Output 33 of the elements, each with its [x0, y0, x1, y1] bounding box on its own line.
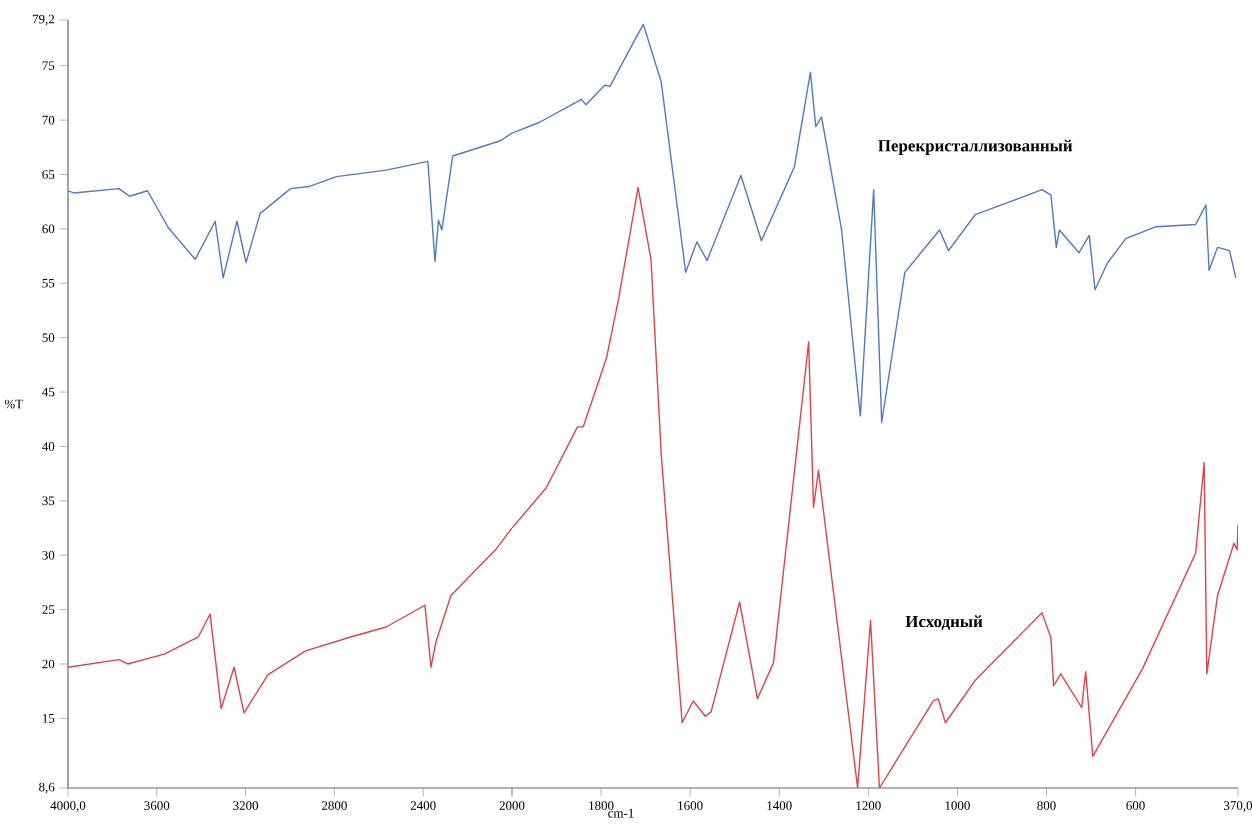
x-tick-label: 800: [1037, 801, 1056, 810]
x-tick-label: 600: [1126, 801, 1145, 810]
y-tick-label: 40: [42, 442, 55, 451]
x-tick-label: 370,0: [1224, 801, 1252, 812]
y-tick-label: 60: [42, 224, 55, 234]
x-tick-label: 1800: [589, 801, 614, 810]
y-tick-label: 75: [42, 61, 55, 70]
x-tick-label: 2000: [499, 801, 525, 810]
y-tick-label: 8,6: [39, 782, 55, 794]
y-tick-label: 55: [42, 278, 55, 288]
y-tick-label: 65: [42, 170, 55, 179]
x-axis-title: cm-1: [608, 808, 634, 818]
y-tick-label: 70: [42, 115, 55, 125]
y-tick-label: 50: [42, 333, 55, 343]
series-label: Исходный: [905, 615, 983, 630]
y-axis-title: %T: [4, 399, 23, 409]
y-tick-label: 20: [42, 659, 55, 669]
x-tick-label: 2400: [410, 801, 436, 810]
y-tick-label: 79,2: [32, 14, 55, 26]
x-tick-label: 3200: [233, 801, 259, 810]
y-tick-label: 30: [42, 550, 55, 560]
x-tick-label: 1200: [856, 801, 881, 810]
x-tick-label: 3600: [144, 801, 170, 810]
x-tick-label: 1000: [945, 801, 970, 810]
x-tick-label: 2800: [322, 801, 347, 810]
y-tick-label: 15: [42, 714, 55, 723]
text: Перекристаллизованный: [878, 139, 1073, 155]
x-tick-label: 1400: [767, 801, 792, 810]
y-tick-label: 35: [42, 496, 55, 506]
x-tick-label: 4000,0: [50, 801, 86, 812]
x-tick-label: 1600: [678, 801, 703, 810]
y-tick-label: 25: [42, 605, 55, 614]
y-tick-label: 45: [42, 387, 55, 397]
